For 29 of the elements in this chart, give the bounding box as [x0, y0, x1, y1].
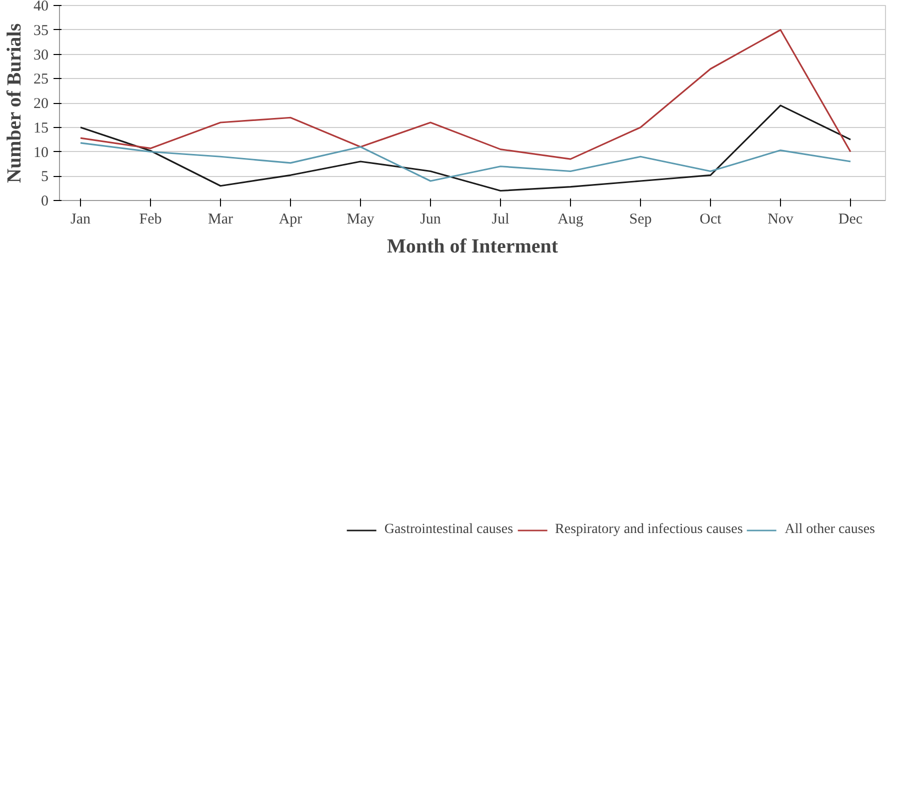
line-series [80, 104, 852, 192]
x-tick-label: Mar [208, 212, 234, 228]
y-tick-label: 30 [34, 47, 48, 64]
x-tick-label: Jun [420, 212, 442, 228]
x-tick-label: Jan [70, 212, 91, 228]
line-series [80, 29, 852, 160]
x-tick-label: Sep [629, 212, 652, 228]
x-tick-label: Apr [278, 212, 302, 228]
legend-label: Gastrointestinal causes [384, 522, 514, 538]
x-tick-label: Oct [700, 212, 722, 228]
legend-label: Respiratory and infectious causes [555, 522, 743, 538]
x-axis-title: Month of Interment [386, 236, 558, 258]
y-tick-label: 35 [34, 22, 48, 39]
y-tick-label: 40 [34, 0, 48, 14]
y-tick-label: 0 [41, 194, 48, 210]
y-tick-label: 20 [34, 96, 48, 112]
x-tick-label: Aug [558, 212, 584, 228]
y-tick-label: 10 [34, 144, 48, 161]
x-tick-label: Feb [139, 212, 162, 228]
legend-label: All other causes [784, 522, 875, 538]
y-axis-title: Number of Burials [4, 23, 26, 183]
y-tick-label: 25 [34, 72, 48, 88]
x-tick-label: May [346, 212, 375, 228]
x-tick-label: Jul [492, 212, 510, 228]
line-series [80, 142, 852, 182]
x-tick-label: Dec [838, 212, 863, 228]
y-tick-label: 15 [34, 120, 48, 136]
y-tick-label: 5 [41, 169, 48, 186]
x-tick-label: Nov [768, 212, 794, 228]
